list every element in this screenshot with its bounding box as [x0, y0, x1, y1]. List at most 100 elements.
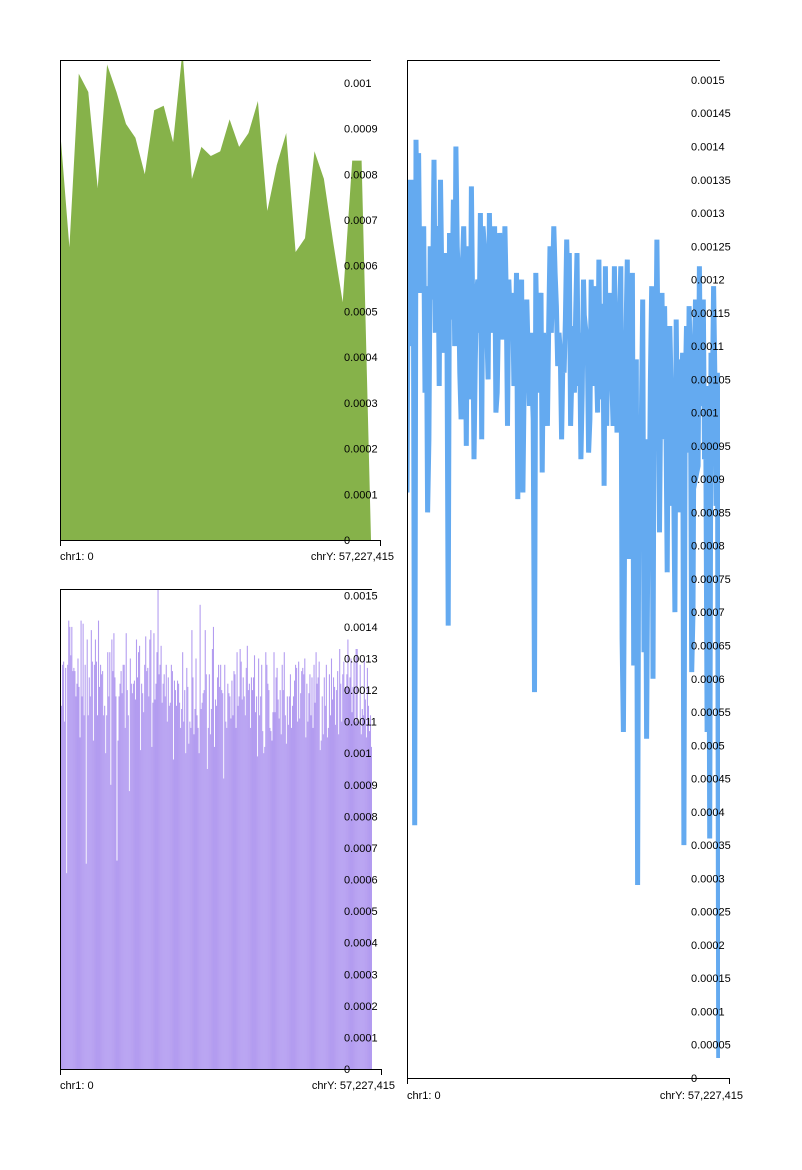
bar	[333, 677, 335, 1069]
bar	[198, 753, 200, 1069]
bar	[173, 680, 175, 1069]
bar	[340, 683, 342, 1069]
bar	[305, 737, 307, 1069]
y-tick-label: 0.0007	[344, 843, 378, 855]
bar	[341, 721, 343, 1069]
bar	[253, 655, 256, 1069]
bar	[322, 734, 324, 1069]
chart-panel-right: 0 0.00005 0.0001 0.00015 0.0002 0.00025 0.0003…	[407, 60, 743, 1102]
bar	[259, 715, 261, 1069]
bar	[171, 671, 173, 1069]
y-tick-label: 0.001	[344, 748, 372, 760]
x-label-start: chr1: 0	[60, 1080, 94, 1092]
bar	[364, 699, 366, 1069]
y-tick-label: 0.00135	[691, 175, 731, 187]
bar	[68, 620, 70, 1069]
y-tick-label: 0.0001	[344, 1032, 378, 1044]
bar	[312, 727, 314, 1069]
bar	[316, 683, 318, 1069]
y-tick-label: 0.0006	[344, 261, 378, 273]
bar	[111, 639, 113, 1069]
bar	[131, 693, 133, 1069]
bar	[153, 633, 155, 1069]
bar	[300, 693, 302, 1069]
bar	[159, 664, 161, 1069]
y-tick-label: 0.0003	[691, 873, 725, 885]
bar	[270, 731, 272, 1069]
bar	[317, 677, 319, 1069]
bar	[262, 731, 264, 1069]
y-tick-label: 0	[691, 1073, 697, 1085]
bar	[65, 667, 67, 1069]
bar	[362, 715, 364, 1069]
bar	[133, 680, 135, 1069]
bar	[172, 759, 174, 1069]
bar	[191, 630, 193, 1069]
bar	[145, 636, 147, 1069]
bar	[368, 731, 370, 1069]
bar	[146, 671, 148, 1069]
bar	[142, 693, 144, 1069]
bar	[155, 683, 157, 1069]
bar	[288, 696, 290, 1069]
y-tick-label: 0.0004	[691, 807, 725, 819]
bar	[355, 649, 357, 1069]
y-tick-label: 0.0005	[344, 906, 378, 918]
bar	[67, 664, 69, 1069]
bar	[271, 740, 273, 1069]
y-tick-label: 0.0005	[691, 740, 725, 752]
bar	[348, 690, 350, 1069]
bar	[299, 718, 301, 1069]
bar	[252, 677, 255, 1069]
bar	[148, 696, 150, 1069]
bar	[117, 740, 119, 1069]
bar	[166, 721, 168, 1069]
y-tick-label: 0.0015	[691, 75, 725, 87]
bar	[218, 664, 220, 1069]
chart-data-layer	[407, 139, 720, 1059]
y-tick-label: 0	[344, 1064, 350, 1076]
y-tick-label: 0.00145	[691, 108, 731, 120]
bar	[104, 705, 106, 1069]
bar	[163, 674, 165, 1069]
bar	[361, 709, 363, 1069]
bar	[324, 705, 326, 1069]
bar	[237, 705, 239, 1069]
bar	[124, 727, 126, 1069]
bar	[87, 715, 89, 1069]
bar	[156, 652, 158, 1069]
bar	[112, 671, 114, 1069]
bar	[121, 693, 123, 1069]
x-label-end: chrY: 57,227,415	[311, 551, 394, 563]
bar	[99, 686, 101, 1069]
bar	[100, 664, 102, 1069]
bar	[89, 696, 91, 1069]
bar	[128, 791, 130, 1069]
bar	[186, 667, 188, 1069]
bar	[267, 683, 269, 1069]
bar	[285, 743, 287, 1069]
y-tick-label: 0.00035	[691, 840, 731, 852]
bar	[337, 671, 339, 1069]
area-series	[60, 60, 371, 540]
bar	[109, 652, 111, 1069]
bar	[284, 715, 286, 1069]
bar	[197, 727, 199, 1069]
bar	[220, 664, 222, 1069]
bar	[125, 633, 127, 1069]
bar	[143, 712, 145, 1069]
bar	[263, 753, 265, 1069]
bar	[230, 718, 232, 1069]
bar	[187, 686, 189, 1069]
bar	[275, 677, 277, 1069]
bar	[158, 674, 160, 1069]
bar	[79, 737, 81, 1069]
bar	[281, 664, 283, 1069]
bar	[294, 680, 296, 1069]
bar	[192, 677, 194, 1069]
bar	[194, 709, 196, 1069]
bar	[66, 873, 68, 1069]
bar	[331, 699, 334, 1069]
bar	[231, 680, 233, 1069]
bar	[151, 746, 153, 1069]
